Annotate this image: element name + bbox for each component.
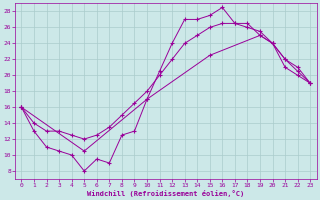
X-axis label: Windchill (Refroidissement éolien,°C): Windchill (Refroidissement éolien,°C)	[87, 190, 244, 197]
